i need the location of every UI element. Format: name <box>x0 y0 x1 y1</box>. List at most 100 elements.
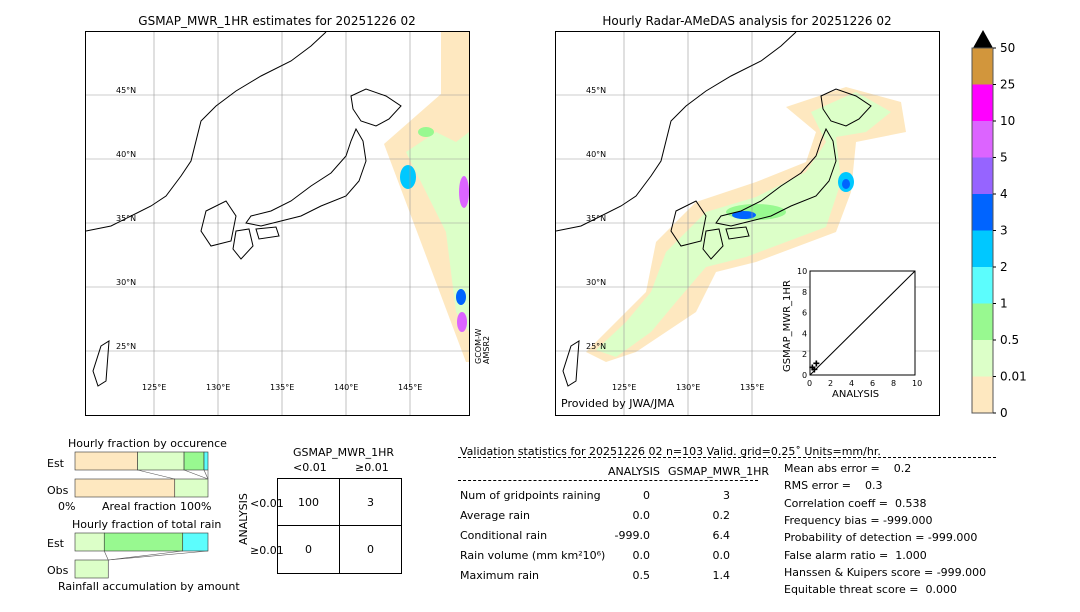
lat-label: 25°N <box>586 342 606 351</box>
stat-gsmap-value: 1.4 <box>712 569 731 582</box>
obs-bar-segment <box>174 478 209 498</box>
coastline-mainland <box>556 32 797 232</box>
coastline-mainland <box>86 32 327 232</box>
inset-ytick: 6 <box>802 309 807 318</box>
colorbar-segment <box>972 267 993 304</box>
colorbar-label: 10 <box>1000 114 1015 128</box>
lat-label: 40°N <box>116 150 136 159</box>
colorbar-segment <box>972 121 993 158</box>
stat-analysis-value: 0.0 <box>632 549 651 562</box>
obs-bar-segment <box>74 478 176 498</box>
row-label-1: ≥0.01 <box>250 544 284 557</box>
inset-ytick: 2 <box>802 350 807 359</box>
tr-obs-label: Obs <box>47 564 69 577</box>
rain-cell <box>418 127 434 137</box>
rain-cell <box>842 179 850 189</box>
inset-ytick: 10 <box>797 267 807 276</box>
coastline-korea <box>200 200 237 247</box>
colorbar-label: 25 <box>1000 78 1015 92</box>
cell-miss: 0 <box>277 525 340 574</box>
coastline-honshu <box>715 127 837 227</box>
stat-label: Average rain <box>460 509 530 522</box>
lon-label: 135°E <box>740 383 764 392</box>
occurrence-title: Hourly fraction by occurence <box>68 437 227 450</box>
colorbar-segment <box>972 230 993 267</box>
contingency-title: GSMAP_MWR_1HR <box>293 446 395 459</box>
lat-label: 45°N <box>116 86 136 95</box>
lat-label: 40°N <box>586 150 606 159</box>
colorbar-label: 0.01 <box>1000 370 1027 384</box>
light-rain <box>596 92 891 357</box>
colorbar-segment <box>972 303 993 340</box>
stat-gsmap-value: 3 <box>723 489 730 502</box>
cell-hit-none: 100 <box>277 478 340 526</box>
colorbar-label: 0.5 <box>1000 333 1019 347</box>
scatter-inset: + + + 0 0 2 2 4 4 6 6 8 8 10 10 ANALYSIS GSMAP_MWR_… <box>770 262 930 412</box>
lat-label: 30°N <box>586 278 606 287</box>
colorbar-label: 5 <box>1000 151 1008 165</box>
stat-gsmap-value: 0.2 <box>712 509 731 522</box>
stat-gsmap-value: 6.4 <box>712 529 731 542</box>
coastline-kyushu <box>702 228 724 260</box>
lon-label: 125°E <box>612 383 636 392</box>
rain-cell <box>732 211 756 219</box>
coastline-shikoku <box>725 226 750 240</box>
lat-label: 45°N <box>586 86 606 95</box>
colorbar-label: 2 <box>1000 260 1008 274</box>
colorbar-label: 50 <box>1000 41 1015 55</box>
lat-label: 25°N <box>116 342 136 351</box>
stat-label: Maximum rain <box>460 569 539 582</box>
inset-ytick: 0 <box>802 371 807 380</box>
occ-est-label: Est <box>47 457 64 470</box>
stat-label: Rain volume (mm km²10⁶) <box>460 549 606 562</box>
total-rain-bars <box>74 532 209 579</box>
rain-cell <box>457 312 467 332</box>
col-label-1: ≥0.01 <box>355 461 389 474</box>
total-rain-title: Hourly fraction of total rain <box>72 518 222 531</box>
coastline-taiwan <box>562 340 580 387</box>
coastline-hokkaido <box>350 88 402 127</box>
colorbar-segment <box>972 194 993 231</box>
col-label-0: <0.01 <box>293 461 327 474</box>
stat-gsmap-value: 0.0 <box>712 549 731 562</box>
stat-analysis-value: 0 <box>643 489 650 502</box>
inset-xtick: 6 <box>870 379 875 388</box>
scatter-point: + <box>809 363 816 372</box>
score-line: Correlation coeff = 0.538 <box>784 496 927 510</box>
inset-xlabel: ANALYSIS <box>832 389 880 400</box>
lon-label: 135°E <box>270 383 294 392</box>
stat-label: Conditional rain <box>460 529 548 542</box>
inset-ytick: 8 <box>802 288 807 297</box>
score-line: Hanssen & Kuipers score = -999.000 <box>784 565 987 579</box>
est-bar-segment <box>137 451 185 471</box>
colorbar-segment <box>972 376 993 413</box>
stat-analysis-value: 0.0 <box>632 509 651 522</box>
stat-analysis-value: 0.5 <box>632 569 651 582</box>
colorbar: 0 0.01 0.5 1 2 3 4 5 10 25 50 <box>960 25 1030 420</box>
lon-label: 140°E <box>334 383 358 392</box>
obs-bar-segment <box>74 559 109 579</box>
est-bar-segment <box>103 532 184 552</box>
colorbar-segment <box>972 340 993 377</box>
score-line: Frequency bias = -999.000 <box>784 513 933 527</box>
stats-header: Validation statistics for 20251226 02 n=… <box>460 445 881 458</box>
colorbar-svg: 0 0.01 0.5 1 2 3 4 5 10 25 50 <box>971 30 1027 420</box>
lat-label: 30°N <box>116 278 136 287</box>
scatter-points: + + + <box>809 359 821 375</box>
left-map: 45°N 40°N 35°N 30°N 25°N 125°E 130°E 135°E 140°E… <box>85 31 470 416</box>
occ-axis-left: 0% <box>58 500 76 513</box>
inset-ylabel: GSMAP_MWR_1HR <box>782 280 793 372</box>
tr-footer: Rainfall accumulation by amount <box>58 580 240 593</box>
est-bar-segment <box>182 532 209 552</box>
row-axis-label: ANALYSIS <box>237 493 250 545</box>
colorbar-segment <box>972 157 993 194</box>
stats-col2: GSMAP_MWR_1HR <box>668 465 770 478</box>
occ-axis-mid: Areal fraction <box>102 500 177 513</box>
stat-label: Num of gridpoints raining <box>460 489 601 502</box>
colorbar-segment <box>972 48 993 85</box>
satellite-swath <box>384 32 469 362</box>
coastline-kyushu <box>232 228 254 260</box>
inset-xtick: 4 <box>849 379 854 388</box>
